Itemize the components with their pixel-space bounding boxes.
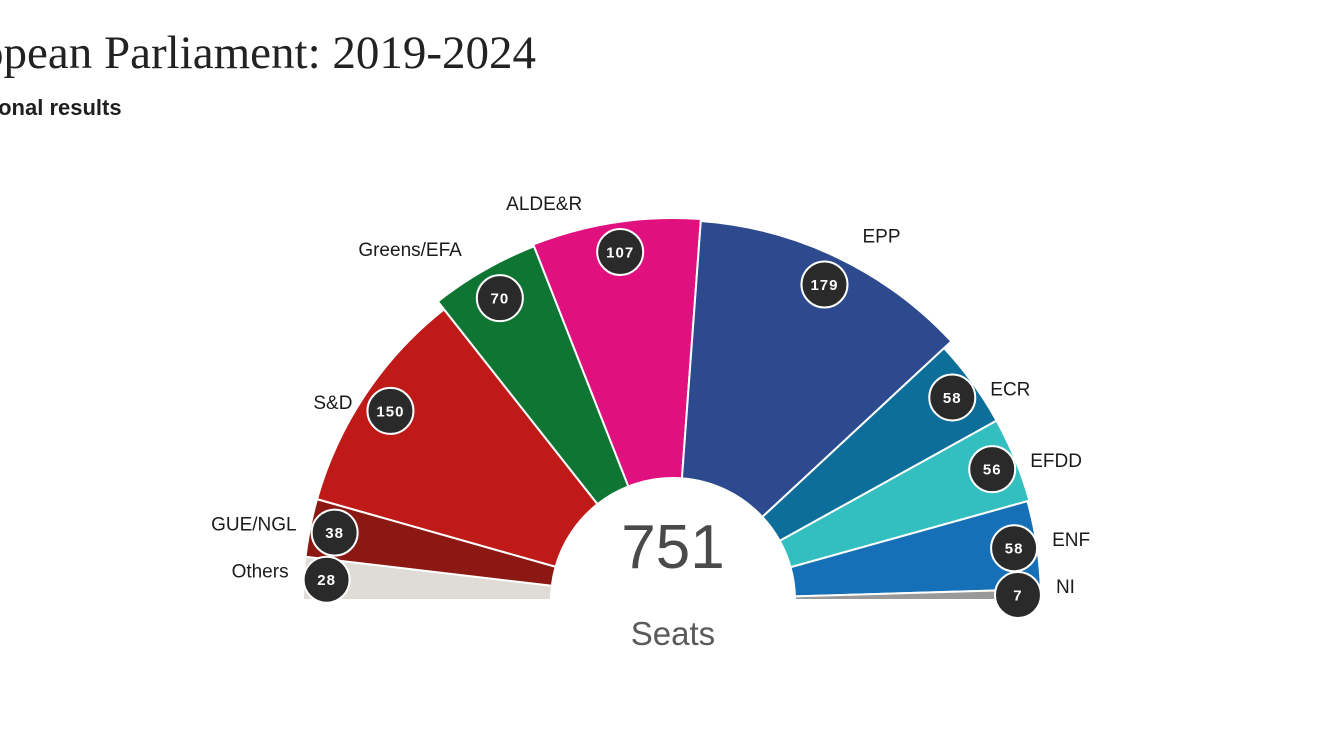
seat-count-others: 28	[317, 572, 336, 589]
seat-badge-others: 28	[302, 555, 351, 604]
party-label-epp: EPP	[862, 226, 900, 247]
wedge-epp	[680, 219, 953, 519]
party-label-enf: ENF	[1052, 530, 1090, 551]
chart-subtitle: ional results	[0, 95, 122, 120]
seat-badge-ni: 7	[993, 570, 1042, 619]
seat-badge-greens-efa: 70	[475, 274, 524, 323]
seat-badge-ecr: 58	[928, 373, 977, 422]
seat-count-ni: 7	[1013, 587, 1022, 604]
chart-title: opean Parliament: 2019-2024	[0, 27, 537, 79]
seat-count-gue-ngl: 38	[325, 525, 344, 542]
seat-badge-enf: 58	[990, 524, 1039, 573]
party-label-efdd: EFDD	[1030, 451, 1082, 472]
party-label-aldeandr: ALDE&R	[506, 194, 582, 215]
seat-badge-epp: 179	[800, 260, 849, 309]
seat-count-epp: 179	[810, 277, 838, 294]
seat-count-greens-efa: 70	[490, 291, 509, 308]
party-label-ni: NI	[1056, 577, 1075, 598]
seat-count-enf: 58	[1005, 541, 1024, 558]
seat-badge-aldeandr: 107	[596, 227, 645, 276]
seat-badge-gue-ngl: 38	[310, 508, 359, 557]
wedge-efdd	[778, 419, 1031, 569]
wedge-sandd	[315, 307, 599, 568]
seat-badge-efdd: 56	[968, 445, 1017, 494]
seat-count-aldeandr: 107	[606, 244, 634, 261]
party-label-sandd: S&D	[313, 393, 352, 414]
total-seats-label: Seats	[631, 615, 715, 652]
seat-count-efdd: 56	[983, 462, 1002, 479]
total-seats-value: 751	[621, 513, 724, 582]
seat-count-sandd: 150	[376, 403, 404, 420]
party-label-ecr: ECR	[990, 379, 1030, 400]
party-label-greens-efa: Greens/EFA	[358, 240, 462, 261]
party-label-others: Others	[232, 562, 289, 583]
wedge-aldeandr	[532, 217, 703, 488]
seat-count-ecr: 58	[943, 390, 962, 407]
party-label-gue-ngl: GUE/NGL	[211, 515, 297, 536]
seat-badge-sandd: 150	[366, 386, 415, 435]
